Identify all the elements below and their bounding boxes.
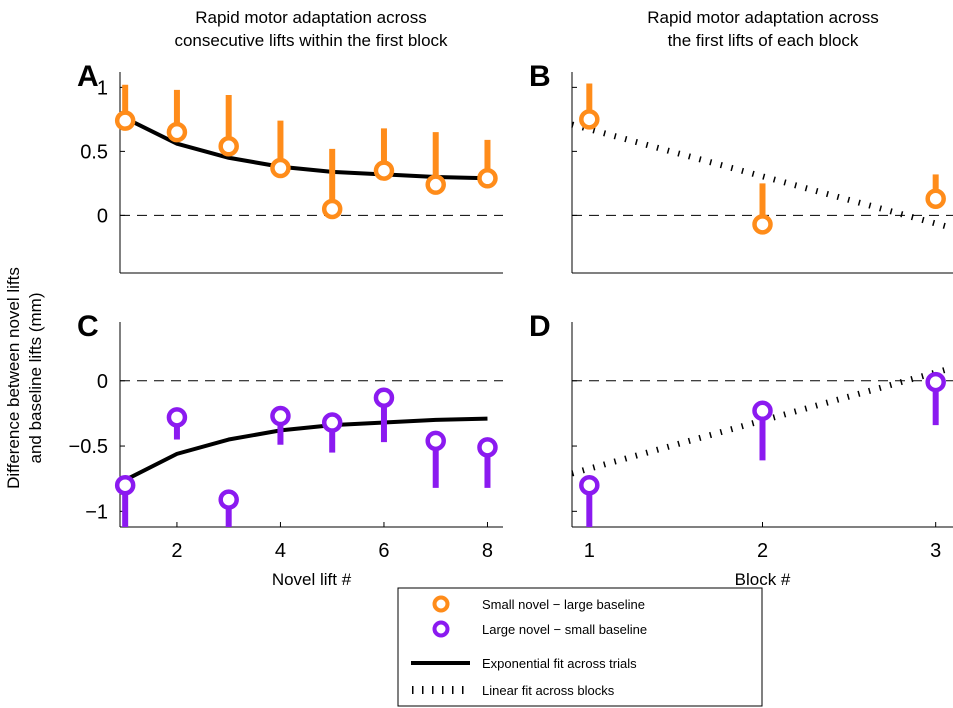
panel-c-xtick-label: 8 (482, 540, 493, 562)
title-left-line2: consecutive lifts within the first block (174, 31, 448, 50)
panel-a-data-point (218, 136, 239, 157)
panel-d-xtick-label: 3 (930, 540, 941, 562)
panel-b-data-point (752, 214, 773, 235)
legend-purple-circle-marker (432, 620, 450, 638)
panel-c-data-point (270, 405, 291, 427)
panel-d-data-point (579, 474, 600, 496)
panel-c-exponential-fit-line (124, 416, 488, 482)
legend-item-linear: Linear fit across blocks (412, 683, 615, 698)
legend-label-orange: Small novel − large baseline (482, 597, 645, 612)
panel-c-xtick-label: 2 (171, 540, 182, 562)
y-axis-label-line2: and baseline lifts (mm) (26, 292, 45, 463)
panel-a-data-point (477, 168, 498, 189)
legend-item-orange: Small novel − large baseline (432, 595, 645, 613)
y-axis-label-line1: Difference between novel lifts (4, 267, 23, 489)
panel-d-letter: D (529, 310, 551, 343)
panel-c-letter: C (77, 310, 99, 343)
panel-b: B (529, 60, 953, 274)
panel-a-data-point (270, 157, 291, 179)
panel-c-data-point (166, 407, 188, 428)
panel-c: C −1 −0.5 0 2 4 6 8 Novel lift # (69, 310, 503, 589)
title-right-line2: the first lifts of each block (668, 31, 859, 50)
legend-label-exponential: Exponential fit across trials (482, 656, 637, 671)
panel-c-data-point (477, 437, 498, 458)
y-axis-label: Difference between novel lifts and basel… (4, 267, 45, 489)
legend: Small novel − large baseline Large novel… (397, 587, 763, 707)
panel-a-data-point (166, 121, 188, 143)
panel-c-ytick-label: −0.5 (69, 436, 108, 458)
panel-d-x-axis-label: Block # (735, 570, 791, 589)
panel-c-data-point (114, 474, 136, 496)
panel-c-ytick-label: 0 (97, 371, 108, 393)
panel-d-data-point (925, 371, 946, 393)
panel-c-x-axis-label: Novel lift # (272, 570, 352, 589)
legend-item-exponential: Exponential fit across trials (411, 656, 637, 671)
panel-a-data-point (373, 160, 395, 181)
panel-a: A 0 0.5 1 (77, 60, 503, 274)
legend-item-purple: Large novel − small baseline (432, 620, 647, 638)
legend-label-purple: Large novel − small baseline (482, 622, 647, 637)
panel-a-exponential-fit-line (124, 116, 488, 181)
panel-c-data-point (321, 412, 343, 433)
panel-c-xtick-label: 6 (378, 540, 389, 562)
panel-b-data-point (579, 109, 600, 130)
panel-c-data-point (425, 430, 446, 452)
panel-c-data-point (373, 387, 395, 408)
panel-a-ytick-label: 1 (97, 77, 108, 99)
panel-c-ytick-label: −1 (85, 501, 108, 523)
panel-a-data-point (425, 174, 446, 195)
legend-box (397, 587, 763, 707)
panel-d-xtick-label: 1 (584, 540, 595, 562)
panel-b-letter: B (529, 60, 551, 93)
panel-d-xtick-label: 2 (757, 540, 768, 562)
panel-d-data-point (752, 400, 773, 422)
panel-c-xtick-label: 4 (275, 540, 286, 562)
title-right-line1: Rapid motor adaptation across (647, 8, 879, 27)
panel-c-data-point (218, 489, 239, 510)
panel-d: D 1 2 3 Block # (529, 310, 953, 589)
panel-b-data-point (925, 188, 946, 209)
title-left-line1: Rapid motor adaptation across (195, 8, 427, 27)
legend-label-linear: Linear fit across blocks (482, 683, 615, 698)
panel-a-ytick-label: 0.5 (80, 141, 108, 163)
panel-a-ytick-label: 0 (97, 205, 108, 227)
legend-orange-circle-marker (432, 595, 450, 613)
panel-a-data-point (321, 198, 343, 220)
panel-a-letter: A (77, 60, 99, 93)
panel-a-data-point (114, 110, 136, 131)
